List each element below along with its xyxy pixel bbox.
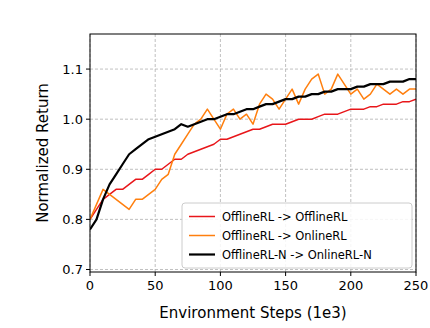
y-tick <box>86 169 90 170</box>
x-tick-label: 100 <box>208 278 233 293</box>
legend-swatch <box>189 253 215 255</box>
legend-label: OfflineRL -> OfflineRL <box>222 210 348 224</box>
x-tick-label: 50 <box>147 278 164 293</box>
x-tick-label: 0 <box>86 278 94 293</box>
x-tick-label: 200 <box>338 278 363 293</box>
legend-box <box>182 203 412 268</box>
x-tick <box>285 272 286 276</box>
y-tick <box>86 119 90 120</box>
plot-frame <box>90 34 416 272</box>
y-tick <box>86 219 90 220</box>
x-tick-label: 150 <box>273 278 298 293</box>
y-tick-label: 0.7 <box>62 262 83 277</box>
x-tick <box>416 272 417 276</box>
legend-label: OfflineRL -> OnlineRL <box>222 229 347 243</box>
y-tick-label: 1.0 <box>62 112 83 127</box>
grid-line <box>90 269 416 270</box>
x-tick <box>155 272 156 276</box>
chart: 0 50 100 150 200 250 0.7 0.8 0.9 1.0 1.1 Environmen… <box>0 0 430 328</box>
x-tick-label: 250 <box>404 278 429 293</box>
grid-line <box>155 34 156 272</box>
y-tick-label: 1.1 <box>62 62 83 77</box>
grid-line <box>90 69 416 70</box>
grid-line <box>90 169 416 170</box>
legend-swatch <box>189 235 215 237</box>
y-tick <box>86 69 90 70</box>
x-tick <box>350 272 351 276</box>
grid-line <box>90 119 416 120</box>
legend-swatch <box>189 216 215 218</box>
legend: OfflineRL -> OfflineRL OfflineRL -> Onlin… <box>182 203 412 268</box>
y-tick-label: 0.9 <box>62 162 83 177</box>
y-tick <box>86 269 90 270</box>
y-tick-label: 0.8 <box>62 212 83 227</box>
y-axis-label: Normalized Return <box>34 83 52 223</box>
legend-label: OfflineRL-N -> OnlineRL-N <box>222 248 372 262</box>
x-axis-label: Environment Steps (1e3) <box>159 304 346 322</box>
x-tick <box>90 272 91 276</box>
x-tick <box>220 272 221 276</box>
series-line <box>90 99 416 219</box>
